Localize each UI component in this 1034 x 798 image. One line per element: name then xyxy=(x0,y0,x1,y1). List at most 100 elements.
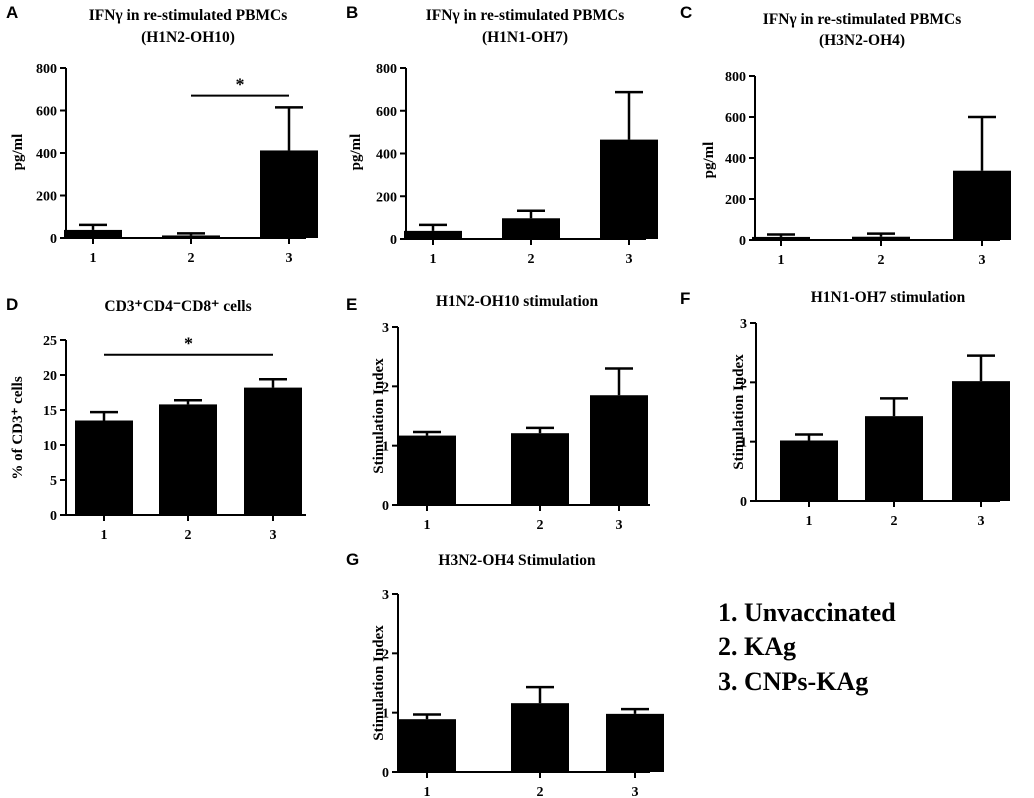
bar xyxy=(952,381,1010,501)
y-tick-label: 200 xyxy=(725,193,746,208)
legend: 1. Unvaccinated 2. KAg 3. CNPs-KAg xyxy=(718,598,896,696)
y-tick-label: 10 xyxy=(43,439,57,454)
x-tick-label: 3 xyxy=(270,528,277,543)
y-tick-label: 1 xyxy=(382,707,389,722)
bar xyxy=(404,230,462,239)
y-axis-label: Stimulation Index xyxy=(371,358,387,474)
x-tick-label: 3 xyxy=(286,251,293,266)
y-tick-label: 0 xyxy=(390,233,397,248)
y-tick-label: 400 xyxy=(725,152,746,167)
panel-label: A xyxy=(6,3,18,22)
y-tick-label: 3 xyxy=(382,321,389,336)
bar xyxy=(600,139,658,239)
x-tick-label: 2 xyxy=(188,251,195,266)
y-tick-label: 0 xyxy=(50,509,57,524)
chart-title-line: (H3N2-OH4) xyxy=(819,32,905,49)
y-tick-label: 600 xyxy=(725,111,746,126)
panel-label: G xyxy=(346,550,359,569)
chart-title-line: IFNγ in re-stimulated PBMCs xyxy=(763,11,962,28)
bar xyxy=(64,229,122,238)
y-tick-label: 0 xyxy=(740,495,747,510)
chart-title-line: (H1N2-OH10) xyxy=(141,29,235,46)
chart-title-line: H1N1-OH7 stimulation xyxy=(811,289,966,306)
x-tick-label: 1 xyxy=(90,251,97,266)
panel-a: A IFNγ in re-stimulated PBMCs (H1N2-OH10) p… xyxy=(6,3,318,266)
panel-b: B IFNγ in re-stimulated PBMCs (H1N1-OH7) pg… xyxy=(346,3,658,267)
y-tick-label: 0 xyxy=(50,232,57,247)
bar xyxy=(398,435,456,505)
panel-g: G H3N2-OH4 Stimulation Stimulation Index 0 1… xyxy=(346,550,664,798)
y-tick-label: 0 xyxy=(739,234,746,249)
y-tick-label: 800 xyxy=(376,62,397,77)
significance-label: * xyxy=(184,334,193,354)
y-axis-label: % of CD3⁺ cells xyxy=(10,376,26,479)
panel-f: F H1N1-OH7 stimulation Stimulation Index 0 1… xyxy=(680,289,1010,529)
y-tick-label: 5 xyxy=(50,474,57,489)
bar xyxy=(752,236,810,240)
chart-title-line: H3N2-OH4 Stimulation xyxy=(438,552,596,569)
y-tick-label: 1 xyxy=(740,436,747,451)
bar xyxy=(162,235,220,238)
y-tick-label: 200 xyxy=(36,190,57,205)
x-tick-label: 2 xyxy=(537,518,544,533)
y-tick-label: 200 xyxy=(376,190,397,205)
y-tick-label: 15 xyxy=(43,404,57,419)
y-tick-label: 2 xyxy=(382,380,389,395)
bar xyxy=(852,236,910,240)
x-tick-label: 3 xyxy=(979,253,986,268)
y-axis-label: pg/ml xyxy=(10,134,26,171)
x-tick-label: 1 xyxy=(778,253,785,268)
bar xyxy=(502,218,560,239)
chart-title-line: IFNγ in re-stimulated PBMCs xyxy=(89,7,288,24)
y-axis-label: Stimulation Index xyxy=(371,625,387,741)
significance-label: * xyxy=(236,75,245,95)
panel-label: C xyxy=(680,3,692,22)
y-tick-label: 0 xyxy=(382,766,389,781)
y-tick-label: 1 xyxy=(382,440,389,455)
x-tick-label: 2 xyxy=(185,528,192,543)
bar xyxy=(606,713,664,772)
y-axis-label: Stimulation Index xyxy=(731,354,747,470)
y-tick-label: 2 xyxy=(740,376,747,391)
x-tick-label: 2 xyxy=(891,514,898,529)
x-tick-label: 3 xyxy=(616,518,623,533)
y-tick-label: 0 xyxy=(382,499,389,514)
chart-title-line: CD3⁺CD4⁻CD8⁺ cells xyxy=(104,298,251,315)
x-tick-label: 1 xyxy=(430,252,437,267)
bar xyxy=(590,395,648,505)
x-tick-label: 3 xyxy=(632,785,639,798)
bar xyxy=(159,404,217,515)
panel-c: C IFNγ in re-stimulated PBMCs (H3N2-OH4) pg… xyxy=(680,3,1011,268)
bar xyxy=(865,416,923,501)
legend-item-1: 1. Unvaccinated xyxy=(718,598,896,627)
panel-label: D xyxy=(6,295,18,314)
y-tick-label: 3 xyxy=(382,588,389,603)
panel-e: E H1N2-OH10 stimulation Stimulation Index 0… xyxy=(346,293,650,533)
bar xyxy=(511,703,569,772)
x-tick-label: 1 xyxy=(424,785,431,798)
x-tick-label: 2 xyxy=(537,785,544,798)
legend-item-3: 3. CNPs-KAg xyxy=(718,667,868,696)
panel-label: E xyxy=(346,295,357,314)
bar xyxy=(75,420,133,515)
bar xyxy=(511,433,569,505)
y-tick-label: 800 xyxy=(725,70,746,85)
x-tick-label: 2 xyxy=(878,253,885,268)
x-tick-label: 2 xyxy=(528,252,535,267)
bar xyxy=(780,440,838,501)
legend-item-2: 2. KAg xyxy=(718,632,796,661)
y-axis-label: pg/ml xyxy=(348,134,364,171)
panel-d: D CD3⁺CD4⁻CD8⁺ cells % of CD3⁺ cells 0 5 10 15… xyxy=(6,295,306,543)
y-tick-label: 3 xyxy=(740,317,747,332)
chart-title-line: H1N2-OH10 stimulation xyxy=(436,293,599,310)
chart-title-line: (H1N1-OH7) xyxy=(482,29,568,46)
x-tick-label: 1 xyxy=(424,518,431,533)
x-tick-label: 1 xyxy=(806,514,813,529)
bar xyxy=(260,150,318,238)
panel-label: F xyxy=(680,289,690,308)
y-axis-label: pg/ml xyxy=(701,142,717,179)
y-tick-label: 25 xyxy=(43,334,57,349)
y-tick-label: 800 xyxy=(36,62,57,77)
bar xyxy=(953,170,1011,240)
